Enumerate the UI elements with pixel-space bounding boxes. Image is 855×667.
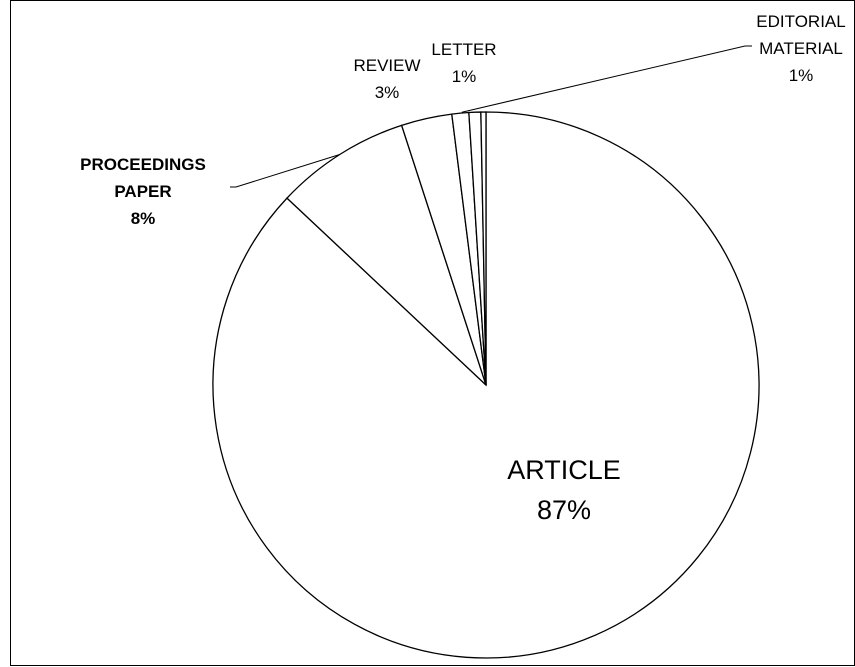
label-article-pct: 87% [537,495,591,525]
label-editorial-line1: EDITORIAL [756,12,845,31]
leader-line-proceedings [230,154,340,188]
pie-slices [212,111,760,659]
label-review-pct: 3% [375,83,400,102]
label-review-name: REVIEW [353,56,420,75]
slice-article [212,111,760,659]
leader-line-editorial [461,45,752,113]
label-proceedings-pct: 8% [131,209,156,228]
label-article-name: ARTICLE [507,455,621,485]
slice-other [480,111,487,386]
leader-lines [230,45,752,188]
label-editorial-pct: 1% [789,66,814,85]
label-proceedings-line2: PAPER [114,182,171,201]
label-editorial-line2: MATERIAL [759,39,843,58]
label-letter-name: LETTER [431,40,496,59]
label-proceedings-line1: PROCEEDINGS [80,155,206,174]
label-letter-pct: 1% [452,67,477,86]
